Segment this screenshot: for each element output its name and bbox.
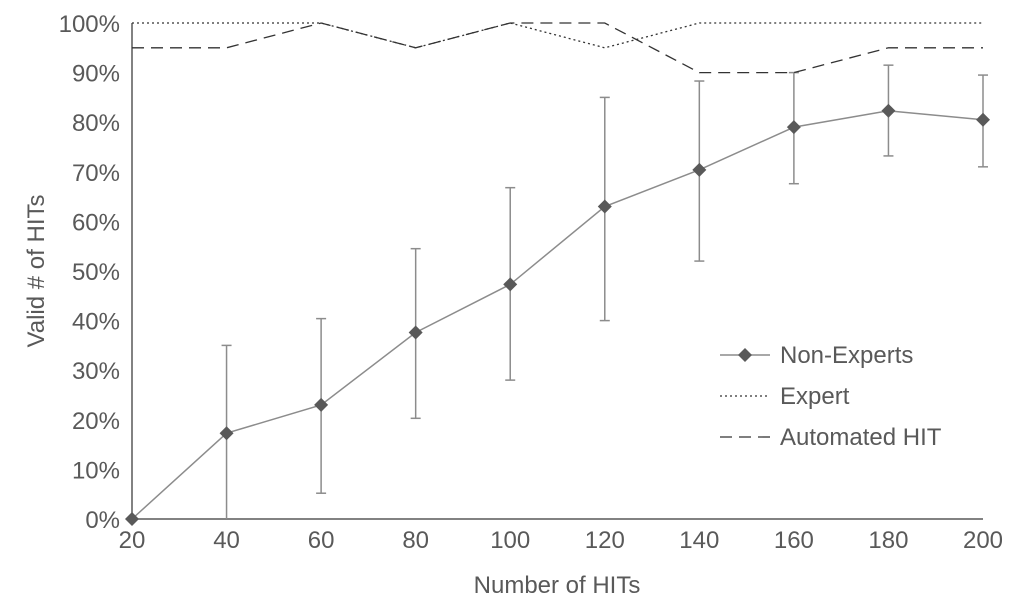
x-tick-label: 120 — [585, 527, 625, 554]
y-tick-label: 40% — [72, 309, 120, 336]
data-point-non-experts — [786, 120, 801, 135]
y-tick-label: 70% — [72, 160, 120, 187]
x-tick-label: 160 — [774, 527, 814, 554]
data-point-non-experts — [125, 512, 139, 526]
legend-label: Non-Experts — [780, 342, 913, 369]
data-point-non-experts — [503, 277, 518, 292]
x-tick-label: 80 — [402, 527, 429, 554]
y-tick-label: 0% — [85, 507, 120, 534]
y-tick-label: 90% — [72, 61, 120, 88]
x-tick-label: 40 — [213, 527, 240, 554]
y-tick-label: 80% — [72, 110, 120, 137]
legend-label: Expert — [780, 383, 850, 410]
data-point-non-experts — [692, 162, 707, 177]
data-point-non-experts — [881, 103, 896, 118]
y-axis-label: Valid # of HITs — [23, 195, 50, 348]
x-tick-label: 200 — [963, 527, 1003, 554]
y-tick-label: 60% — [72, 209, 120, 236]
series-line-automated-hit — [132, 22, 983, 74]
series-line-expert — [132, 22, 983, 49]
series-line-non-experts — [131, 110, 984, 520]
x-axis-label: Number of HITs — [474, 572, 641, 599]
x-tick-label: 60 — [308, 527, 335, 554]
y-tick-label: 20% — [72, 408, 120, 435]
data-point-non-experts — [408, 325, 423, 340]
legend-label: Automated HIT — [780, 424, 942, 451]
x-tick-label: 20 — [119, 527, 146, 554]
data-point-non-experts — [219, 426, 234, 441]
y-tick-label: 100% — [59, 11, 120, 38]
data-point-non-experts — [314, 397, 329, 412]
data-point-non-experts — [597, 199, 612, 214]
x-tick-label: 180 — [868, 527, 908, 554]
y-tick-label: 10% — [72, 457, 120, 484]
data-point-non-experts — [976, 112, 990, 127]
x-tick-label: 100 — [490, 527, 530, 554]
y-tick-label: 50% — [72, 259, 120, 286]
legend-marker — [738, 348, 752, 362]
x-tick-label: 140 — [679, 527, 719, 554]
y-tick-label: 30% — [72, 358, 120, 385]
